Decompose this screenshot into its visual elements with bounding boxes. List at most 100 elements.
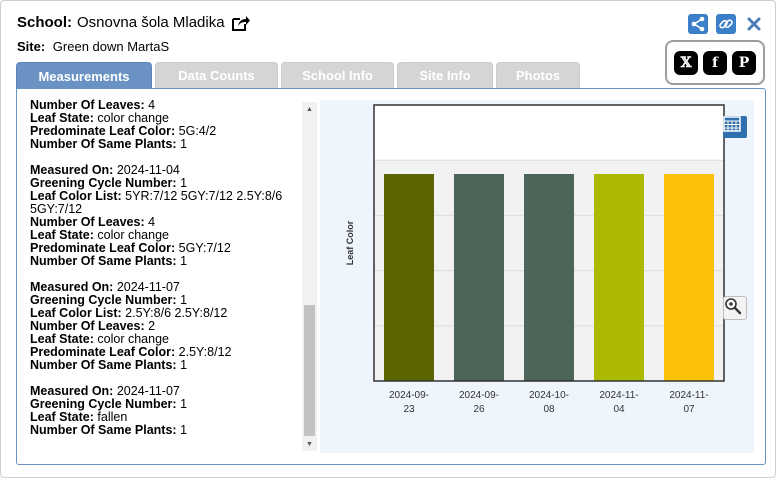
measurement-value: 1	[180, 358, 188, 372]
measurement-value: color change	[97, 111, 169, 125]
site-name: Green down MartaS	[52, 39, 170, 54]
measurement-key: Number Of Same Plants:	[30, 358, 177, 372]
measurement-row: Leaf Color List: 5YR:7/12 5GY:7/12 2.5Y:…	[30, 190, 302, 216]
share-icon[interactable]	[688, 14, 708, 34]
plot-border	[373, 104, 725, 382]
measurement-row: Leaf Color List: 2.5Y:8/6 2.5Y:8/12	[30, 307, 302, 320]
measurement-key: Measured On:	[30, 384, 114, 398]
measurement-row: Greening Cycle Number: 1	[30, 398, 302, 411]
link-icon[interactable]	[716, 14, 736, 34]
close-icon[interactable]	[744, 14, 764, 34]
measurement-key: Number Of Same Plants:	[30, 423, 177, 437]
school-line: School: Osnovna šola Mladika	[17, 14, 250, 31]
scrollbar[interactable]: ▲ ▼	[302, 102, 317, 451]
measurement-row: Leaf State: color change	[30, 229, 302, 242]
measurements-panel: Number Of Leaves: 4 Leaf State: color cha…	[16, 88, 766, 465]
measurement-key: Leaf State:	[30, 332, 94, 346]
measurement-key: Number Of Same Plants:	[30, 254, 177, 268]
measurement-key: Number Of Same Plants:	[30, 137, 177, 151]
x-tick-label: 2024-10-	[529, 390, 569, 401]
measurement-row: Measured On: 2024-11-07	[30, 385, 302, 398]
measurement-key: Number Of Leaves:	[30, 99, 145, 112]
tab-data-counts[interactable]: Data Counts	[155, 62, 278, 88]
measurement-key: Predominate Leaf Color:	[30, 345, 176, 359]
bar	[384, 174, 434, 381]
measurement-key: Greening Cycle Number:	[30, 176, 177, 190]
bar	[664, 174, 714, 381]
facebook-icon[interactable]: f	[703, 50, 727, 75]
bar	[524, 174, 574, 381]
measurement-row: Predominate Leaf Color: 2.5Y:8/12	[30, 346, 302, 359]
measurement-group: Measured On: 2024-11-07 Greening Cycle Nu…	[30, 385, 302, 437]
measurement-group: Measured On: 2024-11-07 Greening Cycle Nu…	[30, 281, 302, 372]
measurement-row: Number Of Same Plants: 1	[30, 138, 302, 151]
pinterest-icon[interactable]: P	[732, 50, 756, 75]
school-label: School:	[17, 14, 72, 31]
measurement-row: Greening Cycle Number: 1	[30, 177, 302, 190]
measurement-key: Greening Cycle Number:	[30, 293, 177, 307]
bar	[454, 174, 504, 381]
external-link-icon[interactable]	[231, 15, 250, 31]
measurement-value: color change	[97, 332, 169, 346]
measurement-row: Leaf State: color change	[30, 333, 302, 346]
top-icons	[688, 14, 764, 34]
measurement-value: 1	[180, 176, 188, 190]
measurement-row: Greening Cycle Number: 1	[30, 294, 302, 307]
measurement-key: Leaf Color List:	[30, 306, 122, 320]
tab-site-info[interactable]: Site Info	[397, 62, 493, 88]
x-tick-label: 2024-11-	[599, 390, 638, 401]
measurements-list[interactable]: Number Of Leaves: 4 Leaf State: color cha…	[30, 99, 302, 449]
x-tick-label: 04	[613, 404, 625, 415]
measurement-key: Predominate Leaf Color:	[30, 241, 176, 255]
x-tick-label: 2024-09-	[459, 390, 499, 401]
tab-measurements[interactable]: Measurements	[16, 62, 152, 89]
x-tick-label: 07	[683, 404, 695, 415]
measurement-value: 1	[180, 397, 188, 411]
measurement-value: color change	[97, 228, 169, 242]
measurement-value: 4	[148, 99, 156, 112]
tab-photos[interactable]: Photos	[496, 62, 580, 88]
measurement-row: Predominate Leaf Color: 5G:4/2	[30, 125, 302, 138]
measurement-value: 1	[180, 423, 188, 437]
measurement-value: 5GY:7/12	[178, 241, 231, 255]
scroll-up-icon[interactable]: ▲	[306, 105, 313, 113]
measurement-group: Measured On: 2024-11-04 Greening Cycle Nu…	[30, 164, 302, 268]
measurement-value: 5G:4/2	[178, 124, 217, 138]
measurement-value: 1	[180, 254, 188, 268]
measurement-row: Number Of Leaves: 2	[30, 320, 302, 333]
x-tick-label: 2024-11-	[669, 390, 708, 401]
measurement-row: Leaf State: fallen	[30, 411, 302, 424]
tab-school-info[interactable]: School Info	[281, 62, 394, 88]
measurement-key: Leaf Color List:	[30, 189, 122, 203]
measurement-key: Number Of Leaves:	[30, 319, 145, 333]
x-social-icon[interactable]: 𝕏	[674, 50, 698, 75]
x-tick-label: 08	[543, 404, 555, 415]
measurement-key: Measured On:	[30, 163, 114, 177]
measurement-value: 2024-11-07	[116, 280, 180, 294]
measurement-row: Measured On: 2024-11-07	[30, 281, 302, 294]
bar	[594, 174, 644, 381]
measurement-value: fallen	[97, 410, 128, 424]
social-share-box: 𝕏 f P	[665, 40, 765, 85]
measurement-row: Predominate Leaf Color: 5GY:7/12	[30, 242, 302, 255]
x-tick-label: 26	[473, 404, 485, 415]
zoom-in-icon[interactable]	[723, 296, 747, 320]
site-label: Site:	[17, 39, 46, 54]
measurement-key: Measured On:	[30, 280, 114, 294]
x-tick-label: 2024-09-	[389, 390, 429, 401]
chart-svg: 2024-09- 23 2024-09- 26 2024-10- 08 2024-11- 04…	[345, 104, 725, 415]
measurement-row: Leaf State: color change	[30, 112, 302, 125]
y-axis-label: Leaf Color	[345, 220, 355, 265]
measurement-group: Number Of Leaves: 4 Leaf State: color cha…	[30, 99, 302, 151]
measurement-value: 4	[148, 215, 156, 229]
measurement-key: Leaf State:	[30, 111, 94, 125]
table-icon[interactable]	[723, 116, 747, 138]
measurement-value: 1	[180, 137, 188, 151]
measurement-value: 5YR:7/12 5GY:7/12 2.5Y:8/6 5GY:7/12	[30, 189, 283, 216]
scroll-thumb[interactable]	[304, 305, 315, 436]
x-tick-label: 23	[403, 404, 415, 415]
measurement-value: 1	[180, 293, 188, 307]
measurement-value: 2.5Y:8/12	[178, 345, 232, 359]
scroll-down-icon[interactable]: ▼	[306, 440, 313, 448]
measurement-value: 2	[148, 319, 156, 333]
